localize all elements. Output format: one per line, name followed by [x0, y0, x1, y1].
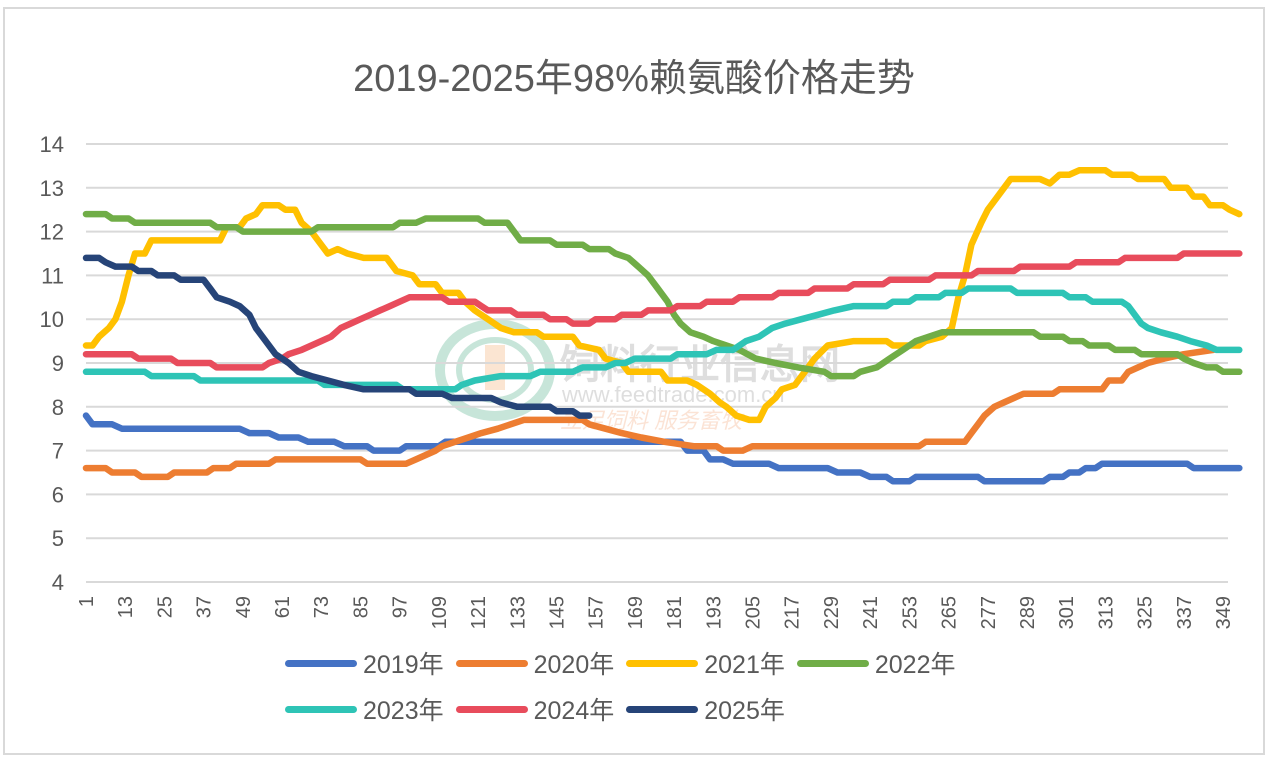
legend-item-2023[interactable]: 2023年 — [285, 691, 444, 727]
y-tick-label: 7 — [52, 439, 64, 464]
legend-label: 2025年 — [704, 697, 785, 725]
legend-swatch-2025 — [626, 705, 699, 713]
y-axis-ticks: 4 5 6 7 8 9 10 11 12 13 14 — [40, 132, 64, 595]
x-tick-label: 277 — [978, 596, 1000, 629]
x-tick-label: 181 — [664, 596, 686, 629]
x-tick-label: 157 — [586, 596, 608, 629]
y-tick-label: 8 — [52, 395, 64, 420]
legend-item-2019[interactable]: 2019年 — [285, 645, 444, 681]
legend-swatch-2022 — [796, 659, 869, 667]
x-tick-label: 265 — [939, 596, 961, 629]
legend-item-2024[interactable]: 2024年 — [455, 691, 615, 727]
x-tick-label: 253 — [899, 596, 921, 629]
x-tick-label: 13 — [115, 596, 137, 618]
watermark-logo-sprout-icon — [485, 345, 505, 390]
y-tick-label: 11 — [41, 263, 64, 288]
x-tick-label: 49 — [233, 596, 255, 618]
x-tick-label: 325 — [1135, 596, 1157, 629]
series-line-2019 — [82, 412, 1243, 485]
legend-swatch-2024 — [455, 705, 528, 713]
x-tick-label: 337 — [1174, 596, 1196, 629]
legend-swatch-2023 — [285, 705, 357, 713]
legend-label: 2021年 — [704, 651, 785, 679]
y-tick-label: 14 — [40, 132, 64, 157]
legend-label: 2020年 — [533, 651, 615, 679]
legend-label: 2019年 — [363, 651, 444, 679]
y-tick-label: 12 — [40, 220, 64, 245]
chart-title: 2019-2025年98%赖氨酸价格走势 — [353, 58, 915, 100]
series-line-2023 — [82, 285, 1243, 393]
series-line-2022 — [82, 210, 1243, 380]
x-tick-label: 121 — [468, 596, 490, 629]
x-axis-ticks: 1 13 25 37 49 61 73 85 97 109 121 133 145 157 169 181 19… — [76, 596, 1235, 629]
legend-item-2020[interactable]: 2020年 — [455, 645, 615, 681]
legend-swatch-2021 — [626, 659, 699, 667]
x-tick-label: 241 — [860, 596, 882, 629]
legend-swatch-2019 — [285, 659, 357, 667]
series-line-2020 — [82, 346, 1217, 481]
x-tick-label: 301 — [1056, 596, 1078, 629]
series-line-2024 — [82, 250, 1243, 371]
legend-item-2022[interactable]: 2022年 — [796, 645, 956, 681]
x-tick-label: 217 — [782, 596, 804, 629]
legend-item-2021[interactable]: 2021年 — [626, 645, 785, 681]
legend-label: 2024年 — [533, 697, 615, 725]
x-tick-label: 169 — [625, 596, 647, 629]
x-tick-label: 289 — [1017, 596, 1039, 629]
x-tick-label: 229 — [821, 596, 843, 629]
x-tick-label: 349 — [1213, 596, 1235, 629]
legend-item-2025[interactable]: 2025年 — [626, 691, 785, 727]
x-tick-label: 205 — [743, 596, 765, 629]
x-tick-label: 145 — [546, 596, 568, 629]
legend-label: 2022年 — [874, 651, 956, 679]
x-tick-label: 97 — [390, 596, 412, 618]
legend-label: 2023年 — [363, 697, 444, 725]
y-tick-label: 9 — [52, 351, 64, 376]
watermark-url: www.feedtrade.com.cn — [561, 382, 785, 407]
y-tick-label: 5 — [52, 526, 64, 551]
y-tick-label: 10 — [40, 307, 64, 332]
y-tick-label: 13 — [40, 176, 64, 201]
x-tick-label: 133 — [507, 596, 529, 629]
legend-swatch-2020 — [455, 659, 528, 667]
x-tick-label: 109 — [429, 596, 451, 629]
series-lines — [82, 167, 1243, 485]
x-tick-label: 73 — [311, 596, 333, 618]
y-tick-label: 6 — [52, 482, 64, 507]
x-tick-label: 1 — [76, 596, 98, 607]
x-tick-label: 61 — [272, 596, 294, 618]
x-tick-label: 37 — [194, 596, 216, 618]
x-tick-label: 85 — [350, 596, 372, 618]
watermark-slogan: 立足饲料 服务畜牧 — [560, 408, 745, 433]
x-tick-label: 313 — [1095, 596, 1117, 629]
y-tick-label: 4 — [52, 570, 64, 595]
series-line-2021 — [82, 167, 1243, 424]
x-tick-label: 25 — [154, 596, 176, 618]
series-line-2025 — [82, 254, 593, 419]
x-tick-label: 193 — [703, 596, 725, 629]
legend: 2019年 2020年 2021年 2022年 2023年 2024年 2025… — [285, 640, 1045, 732]
